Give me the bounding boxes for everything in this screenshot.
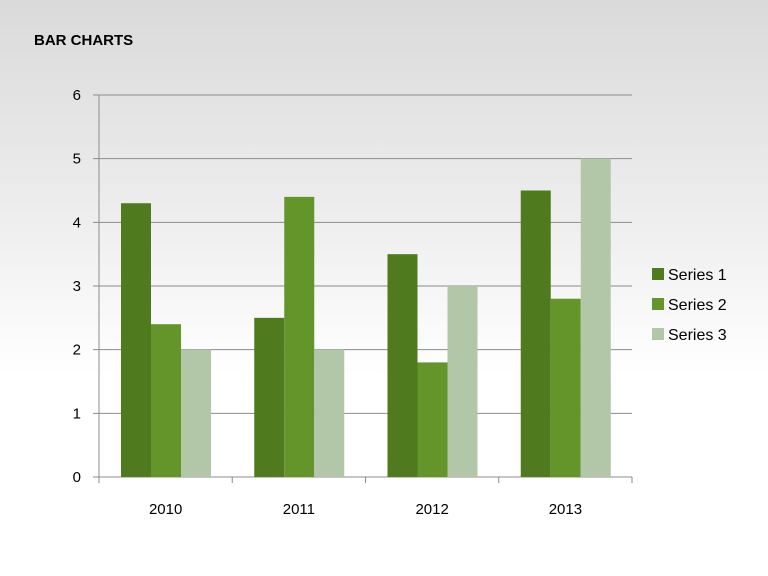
legend-label: Series 2 (668, 297, 727, 314)
bar-series-1-2011 (254, 317, 285, 477)
y-tick-label: 2 (73, 342, 81, 359)
bar-series-2-2012 (417, 362, 448, 477)
legend-label: Series 1 (668, 267, 727, 284)
x-tick-label: 2010 (149, 501, 182, 518)
y-tick-label: 4 (73, 214, 81, 231)
bar-series-3-2012 (447, 286, 478, 477)
bar-series-2-2011 (284, 196, 315, 477)
slide-title: BAR CHARTS (34, 32, 134, 49)
legend-swatch (652, 268, 664, 280)
legend-label: Series 3 (668, 327, 727, 344)
y-tick-label: 1 (73, 405, 81, 422)
legend-swatch (652, 298, 664, 310)
bar-series-1-2013 (520, 190, 551, 477)
bar-series-3-2013 (580, 158, 611, 477)
y-tick-label: 0 (73, 469, 81, 486)
legend-swatch (652, 328, 664, 340)
bar-series-2-2013 (550, 298, 581, 477)
bar-series-3-2010 (181, 349, 211, 477)
bar-series-3-2011 (314, 349, 345, 477)
bar-series-1-2010 (121, 203, 151, 477)
y-tick-label: 6 (73, 87, 81, 104)
bar-series-2-2010 (151, 324, 181, 477)
x-tick-label: 2013 (549, 501, 582, 518)
x-tick-label: 2011 (283, 501, 315, 518)
bar-series-1-2012 (387, 254, 418, 477)
x-tick-label: 2012 (415, 501, 448, 518)
y-tick-label: 3 (73, 278, 81, 295)
y-tick-label: 5 (73, 151, 81, 168)
